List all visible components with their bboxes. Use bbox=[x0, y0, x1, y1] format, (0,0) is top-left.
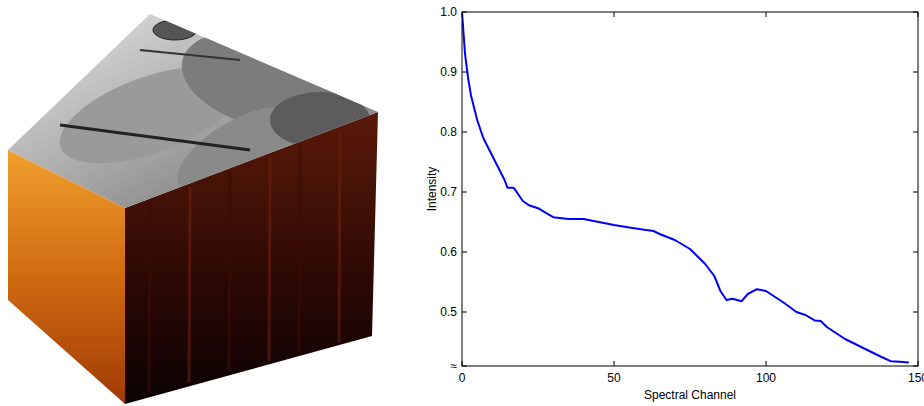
figure: 0 50 100 150 ≈0.5 0.6 0.7 0.8 0.9 1.0 Spectral Cha… bbox=[0, 0, 924, 406]
stem bbox=[60, 125, 250, 150]
y-tick bbox=[462, 312, 467, 313]
y-tick-label: 0.6 bbox=[440, 245, 457, 259]
y-tick bbox=[462, 132, 467, 133]
y-tick bbox=[913, 366, 918, 367]
y-tick-label: 0.7 bbox=[440, 185, 457, 199]
y-tick bbox=[462, 72, 467, 73]
y-tick-label: ≈ bbox=[450, 359, 457, 373]
x-tick-label: 150 bbox=[908, 371, 924, 385]
y-axis-title: Intensity bbox=[425, 167, 439, 212]
cube-stripe bbox=[339, 130, 340, 342]
cube-stripe bbox=[149, 203, 150, 394]
x-tick bbox=[614, 12, 615, 17]
y-tick-label: 0.9 bbox=[440, 65, 457, 79]
y-tick bbox=[913, 12, 918, 13]
x-tick bbox=[766, 12, 767, 17]
x-tick bbox=[462, 12, 463, 17]
plot-frame bbox=[462, 12, 918, 366]
y-tick bbox=[462, 192, 467, 193]
y-tick bbox=[462, 12, 467, 13]
x-tick-label: 50 bbox=[607, 371, 621, 385]
y-tick bbox=[913, 252, 918, 253]
x-tick-label: 100 bbox=[756, 371, 776, 385]
y-tick bbox=[462, 366, 467, 367]
stem bbox=[140, 50, 240, 60]
cube-stripe bbox=[229, 172, 230, 372]
y-tick-label: 0.8 bbox=[440, 125, 457, 139]
x-tick-label: 0 bbox=[459, 371, 466, 385]
x-tick bbox=[918, 12, 919, 17]
y-tick bbox=[913, 192, 918, 193]
data-line bbox=[462, 12, 909, 362]
disc bbox=[153, 20, 197, 40]
cube-stripe bbox=[299, 146, 300, 353]
x-tick bbox=[462, 361, 463, 366]
y-tick bbox=[913, 132, 918, 133]
cube-stripe bbox=[269, 157, 270, 361]
x-tick bbox=[766, 361, 767, 366]
y-tick bbox=[462, 252, 467, 253]
cube-stripe bbox=[189, 187, 190, 382]
y-tick-label: 1.0 bbox=[440, 5, 457, 19]
y-tick bbox=[913, 72, 918, 73]
leaf bbox=[270, 92, 370, 148]
plot-area bbox=[462, 12, 909, 362]
cube-top-image bbox=[48, 16, 370, 211]
y-tick-label: 0.5 bbox=[440, 305, 457, 319]
x-tick bbox=[614, 361, 615, 366]
y-tick bbox=[913, 312, 918, 313]
x-axis-title: Spectral Channel bbox=[644, 388, 736, 402]
x-tick bbox=[918, 361, 919, 366]
